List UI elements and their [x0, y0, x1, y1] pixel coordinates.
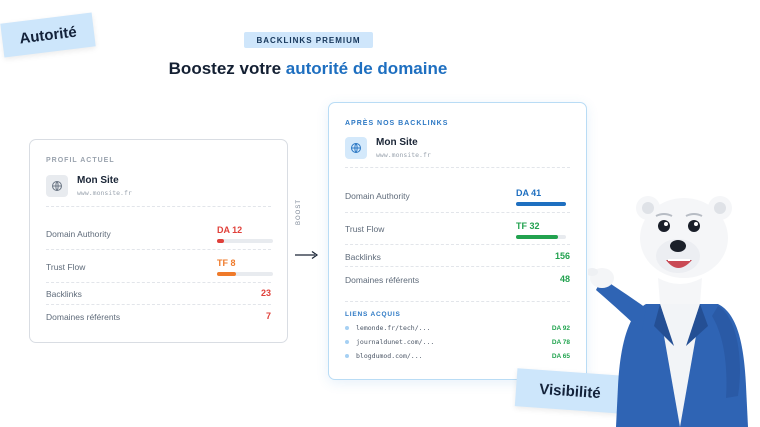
- link-url: journaldunet.com/...: [356, 338, 435, 346]
- trust-flow-bar: [217, 272, 273, 276]
- bullet-dot: [345, 354, 349, 358]
- site-name: Mon Site: [77, 175, 119, 186]
- site-url: www.monsite.fr: [77, 189, 132, 197]
- site-header: Mon Site www.monsite.fr: [345, 137, 431, 159]
- divider: [345, 266, 570, 267]
- after-backlinks-card: APRÈS NOS BACKLINKS Mon Site www.monsite…: [328, 102, 587, 380]
- link-url: blogdumod.com/...: [356, 352, 423, 360]
- link-da: DA 92: [551, 324, 570, 332]
- bullet-dot: [345, 340, 349, 344]
- link-da: DA 78: [551, 338, 570, 346]
- card-label: APRÈS NOS BACKLINKS: [345, 120, 449, 127]
- divider: [345, 301, 570, 302]
- divider: [46, 249, 271, 250]
- site-header: Mon Site www.monsite.fr: [46, 175, 132, 197]
- acquired-link-row: journaldunet.com/... DA 78: [345, 337, 570, 347]
- link-url: lemonde.fr/tech/...: [356, 324, 431, 332]
- site-url: www.monsite.fr: [376, 151, 431, 159]
- domain-authority-value: DA 41: [516, 188, 542, 198]
- domain-authority-label: Domain Authority: [345, 191, 410, 201]
- divider: [345, 244, 570, 245]
- domain-authority-bar-fill: [217, 239, 224, 243]
- acquired-link-row: blogdumod.com/... DA 65: [345, 351, 570, 361]
- trust-flow-value: TF 8: [217, 258, 236, 268]
- acquired-links-label: LIENS ACQUIS: [345, 311, 401, 318]
- title-prefix: Boostez votre: [168, 59, 286, 78]
- backlinks-label: Backlinks: [46, 289, 82, 299]
- globe-icon: [46, 175, 68, 197]
- trust-flow-label: Trust Flow: [46, 262, 86, 272]
- card-label: PROFIL ACTUEL: [46, 157, 115, 164]
- polar-bear-mascot: [588, 196, 748, 427]
- trust-flow-bar-fill: [217, 272, 237, 276]
- title-accent: autorité de domaine: [285, 59, 448, 78]
- referring-domains-value: 48: [559, 274, 570, 284]
- backlinks-value: 156: [554, 251, 570, 261]
- autorite-sticker: Autorité: [0, 12, 96, 58]
- bullet-dot: [345, 326, 349, 330]
- divider: [345, 212, 570, 213]
- divider: [46, 304, 271, 305]
- backlinks-label: Backlinks: [345, 252, 381, 262]
- divider: [46, 206, 271, 207]
- domain-authority-bar: [217, 239, 273, 243]
- trust-flow-label: Trust Flow: [345, 224, 385, 234]
- domain-authority-label: Domain Authority: [46, 229, 111, 239]
- arrow-right-icon: [295, 251, 319, 259]
- section-badge: BACKLINKS PREMIUM: [244, 32, 373, 48]
- divider: [345, 167, 570, 168]
- site-name: Mon Site: [376, 137, 418, 148]
- referring-domains-label: Domaines référents: [345, 275, 420, 285]
- trust-flow-value: TF 32: [516, 221, 540, 231]
- page-title: Boostez votre autorité de domaine: [0, 59, 616, 79]
- trust-flow-bar: [516, 235, 566, 239]
- domain-authority-bar: [516, 202, 566, 206]
- link-da: DA 65: [551, 352, 570, 360]
- referring-domains-label: Domaines référents: [46, 312, 121, 322]
- acquired-link-row: lemonde.fr/tech/... DA 92: [345, 323, 570, 333]
- boost-label: BOOST: [296, 198, 302, 225]
- domain-authority-value: DA 12: [217, 225, 243, 235]
- current-profile-card: PROFIL ACTUEL Mon Site www.monsite.fr Do…: [29, 139, 288, 343]
- backlinks-value: 23: [260, 288, 271, 298]
- domain-authority-bar-fill: [516, 202, 566, 206]
- trust-flow-bar-fill: [516, 235, 558, 239]
- referring-domains-value: 7: [265, 311, 271, 321]
- divider: [46, 282, 271, 283]
- globe-icon: [345, 137, 367, 159]
